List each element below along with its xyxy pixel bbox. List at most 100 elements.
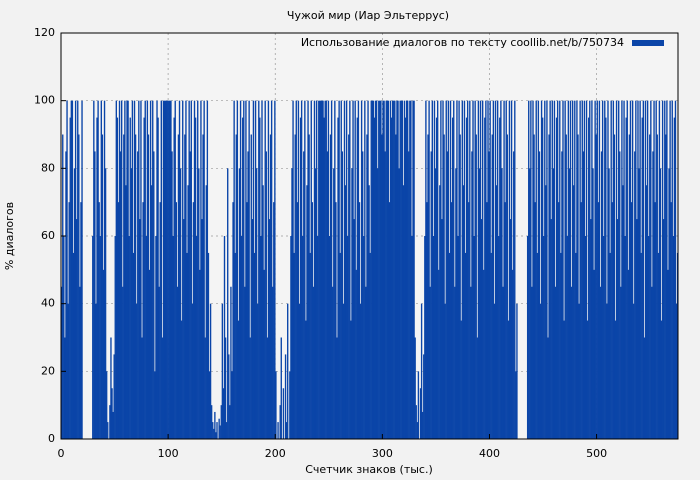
bar bbox=[72, 252, 75, 439]
bar bbox=[385, 100, 387, 440]
bar bbox=[449, 100, 452, 440]
bar bbox=[567, 100, 570, 440]
bar bbox=[161, 337, 164, 439]
bar bbox=[144, 100, 146, 440]
bar bbox=[589, 100, 591, 440]
bar bbox=[147, 134, 150, 439]
bar bbox=[206, 100, 209, 440]
bar bbox=[554, 286, 557, 439]
bar bbox=[340, 100, 342, 440]
bar bbox=[591, 100, 593, 440]
bar bbox=[107, 422, 109, 439]
bar bbox=[509, 219, 512, 439]
bar bbox=[546, 100, 548, 440]
bar bbox=[631, 100, 634, 440]
bar bbox=[356, 117, 359, 439]
bar bbox=[156, 100, 158, 440]
bar bbox=[615, 100, 618, 440]
x-tick-label: 100 bbox=[158, 447, 179, 460]
bar bbox=[634, 151, 636, 439]
bar bbox=[623, 100, 625, 440]
bar bbox=[193, 100, 196, 440]
bar bbox=[420, 303, 423, 439]
bar bbox=[388, 202, 391, 439]
bar bbox=[216, 422, 218, 439]
bar bbox=[274, 100, 276, 440]
bar bbox=[132, 252, 135, 439]
chart-title: Чужой мир (Иар Эльтеррус) bbox=[287, 9, 449, 22]
bar bbox=[262, 185, 264, 439]
bar bbox=[239, 100, 242, 440]
bar bbox=[153, 151, 155, 439]
bar bbox=[366, 134, 368, 439]
bar bbox=[653, 100, 655, 440]
bar bbox=[231, 371, 233, 439]
bar bbox=[672, 236, 675, 439]
bar bbox=[510, 100, 513, 440]
bar bbox=[435, 117, 438, 439]
bar bbox=[492, 100, 495, 440]
bar bbox=[296, 202, 299, 439]
y-tick-label: 0 bbox=[48, 432, 55, 445]
bar bbox=[103, 100, 106, 440]
bar bbox=[480, 219, 483, 439]
bar bbox=[543, 236, 545, 439]
bar bbox=[541, 117, 544, 439]
bar bbox=[320, 100, 322, 440]
bar bbox=[526, 236, 529, 439]
bar bbox=[611, 202, 613, 439]
bar bbox=[355, 269, 357, 439]
bar bbox=[229, 405, 231, 439]
bar bbox=[495, 185, 498, 439]
bar bbox=[248, 100, 250, 440]
bar bbox=[599, 286, 602, 439]
bar bbox=[191, 303, 194, 439]
bar bbox=[263, 269, 265, 439]
bar bbox=[671, 100, 673, 440]
bar bbox=[373, 117, 376, 439]
bar bbox=[648, 236, 650, 439]
bar bbox=[67, 303, 69, 439]
bar bbox=[299, 117, 302, 439]
bar bbox=[570, 286, 573, 439]
bar bbox=[94, 151, 96, 439]
bar bbox=[390, 117, 393, 439]
bar bbox=[588, 117, 590, 439]
bar bbox=[284, 354, 287, 439]
bar bbox=[170, 100, 172, 440]
bar bbox=[469, 100, 471, 440]
bar bbox=[77, 100, 79, 440]
x-tick-label: 400 bbox=[479, 447, 500, 460]
bar bbox=[79, 286, 81, 439]
bar bbox=[453, 100, 455, 440]
bar bbox=[120, 100, 123, 440]
bar bbox=[73, 168, 76, 440]
bar bbox=[457, 236, 459, 439]
bar bbox=[441, 219, 443, 439]
bar bbox=[400, 100, 402, 440]
bar bbox=[564, 100, 566, 440]
bar bbox=[431, 100, 433, 440]
bar bbox=[63, 236, 65, 439]
bar bbox=[209, 303, 212, 439]
bar bbox=[225, 422, 228, 439]
bar bbox=[291, 168, 293, 440]
bar bbox=[540, 100, 543, 440]
bar bbox=[302, 236, 304, 439]
bar bbox=[547, 337, 549, 439]
bar bbox=[177, 134, 180, 439]
bar bbox=[64, 337, 66, 439]
bar bbox=[622, 185, 624, 439]
bar bbox=[444, 303, 446, 439]
bar bbox=[417, 371, 420, 439]
bar bbox=[531, 286, 533, 439]
bar bbox=[673, 117, 676, 439]
bar bbox=[455, 168, 457, 440]
bar bbox=[140, 100, 142, 440]
bar bbox=[269, 134, 272, 439]
bar bbox=[604, 100, 606, 440]
bar bbox=[658, 100, 661, 440]
bar bbox=[264, 100, 266, 440]
bar bbox=[461, 100, 463, 440]
bar bbox=[544, 100, 546, 440]
